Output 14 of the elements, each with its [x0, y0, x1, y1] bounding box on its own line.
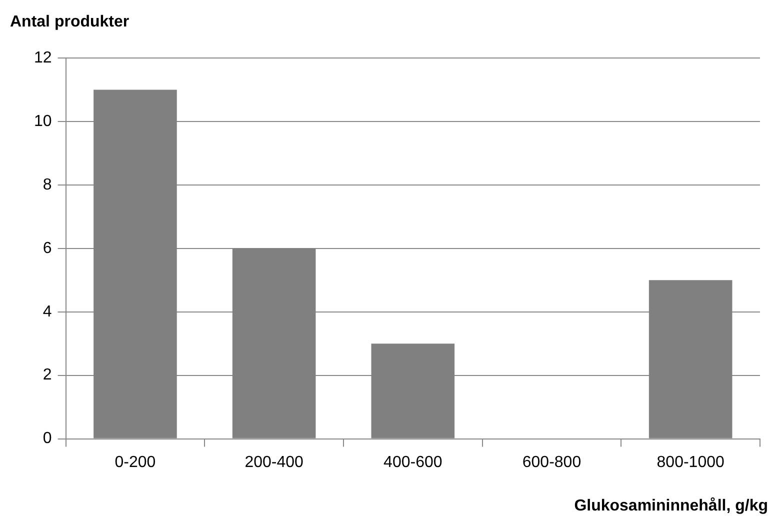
y-axis-title: Antal produkter — [10, 13, 130, 30]
x-tick-label: 800-1000 — [656, 454, 724, 471]
x-tick-label: 600-800 — [522, 454, 582, 471]
y-tick-label: 8 — [42, 176, 52, 194]
y-tick-label: 10 — [34, 112, 52, 130]
x-tick-label: 200-400 — [244, 454, 304, 471]
x-tick-label: 400-600 — [384, 454, 442, 471]
y-tick-label: 2 — [42, 366, 52, 384]
y-tick-label: 4 — [42, 303, 52, 320]
y-tick-label: 6 — [42, 240, 52, 257]
x-axis-title: Glukosamininnehåll, g/kg — [574, 496, 768, 514]
x-tick-label: 0-200 — [114, 454, 156, 471]
y-tick-label: 12 — [34, 49, 52, 66]
y-tick-label: 0 — [42, 430, 52, 448]
